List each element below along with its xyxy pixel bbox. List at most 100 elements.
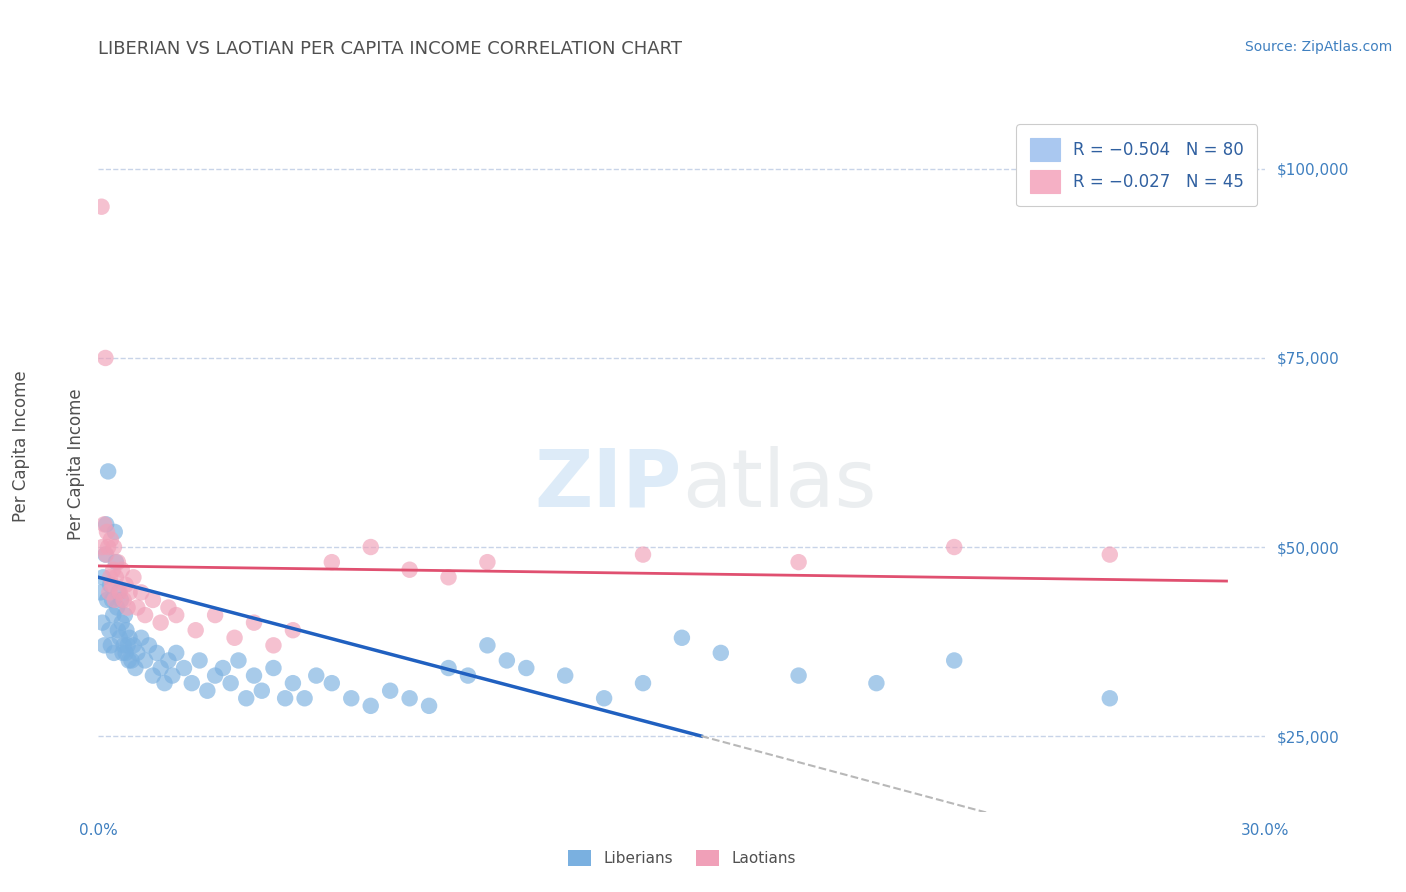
Point xyxy=(418,698,440,713)
Point xyxy=(188,653,211,667)
Point xyxy=(787,668,810,682)
Point xyxy=(398,691,420,706)
Point xyxy=(195,683,218,698)
Point xyxy=(157,600,180,615)
Point xyxy=(107,555,129,569)
Point xyxy=(165,608,187,623)
Point xyxy=(103,563,125,577)
Point xyxy=(1098,548,1121,562)
Point xyxy=(111,646,134,660)
Point xyxy=(103,646,125,660)
Point xyxy=(91,615,114,630)
Point xyxy=(104,570,127,584)
Point xyxy=(235,691,257,706)
Point xyxy=(110,593,132,607)
Point xyxy=(104,593,127,607)
Point xyxy=(262,661,284,675)
Point xyxy=(117,600,139,615)
Point xyxy=(101,593,124,607)
Point xyxy=(90,200,112,214)
Point xyxy=(96,517,118,532)
Point xyxy=(321,555,343,569)
Point xyxy=(96,593,118,607)
Point xyxy=(710,646,733,660)
Point xyxy=(281,624,304,638)
Point xyxy=(281,676,304,690)
Point xyxy=(184,624,207,638)
Point xyxy=(114,608,136,623)
Point xyxy=(477,555,499,569)
Point xyxy=(134,653,156,667)
Point xyxy=(104,555,127,569)
Text: Per Capita Income: Per Capita Income xyxy=(13,370,30,522)
Point xyxy=(243,668,266,682)
Point xyxy=(250,683,273,698)
Point xyxy=(104,524,127,539)
Point xyxy=(671,631,693,645)
Point xyxy=(157,653,180,667)
Y-axis label: Per Capita Income: Per Capita Income xyxy=(66,388,84,540)
Text: atlas: atlas xyxy=(682,446,876,524)
Point xyxy=(228,653,250,667)
Point xyxy=(108,631,131,645)
Point xyxy=(943,653,966,667)
Point xyxy=(105,600,128,615)
Point xyxy=(98,585,121,599)
Point xyxy=(97,540,120,554)
Point xyxy=(107,624,129,638)
Point xyxy=(305,668,328,682)
Point xyxy=(93,517,115,532)
Point xyxy=(114,646,136,660)
Point xyxy=(91,540,114,554)
Point xyxy=(153,676,176,690)
Point xyxy=(107,585,129,599)
Point xyxy=(142,668,165,682)
Point xyxy=(204,668,226,682)
Point xyxy=(321,676,343,690)
Point xyxy=(127,600,149,615)
Point xyxy=(274,691,297,706)
Point xyxy=(94,351,117,365)
Point xyxy=(943,540,966,554)
Point xyxy=(100,533,122,547)
Point xyxy=(360,698,382,713)
Point xyxy=(96,548,118,562)
Point xyxy=(180,676,202,690)
Point xyxy=(243,615,266,630)
Point xyxy=(94,548,117,562)
Point xyxy=(631,676,654,690)
Point xyxy=(98,624,121,638)
Point xyxy=(173,661,195,675)
Legend: Liberians, Laotians: Liberians, Laotians xyxy=(561,842,803,873)
Point xyxy=(97,464,120,478)
Point xyxy=(149,661,172,675)
Point xyxy=(103,540,125,554)
Point xyxy=(149,615,172,630)
Point xyxy=(631,548,654,562)
Point xyxy=(96,524,118,539)
Point xyxy=(204,608,226,623)
Point xyxy=(142,593,165,607)
Point xyxy=(165,646,187,660)
Point xyxy=(114,578,136,592)
Point xyxy=(115,624,138,638)
Point xyxy=(98,570,121,584)
Point xyxy=(118,585,141,599)
Point xyxy=(101,578,124,592)
Point xyxy=(219,676,242,690)
Point xyxy=(212,661,235,675)
Text: LIBERIAN VS LAOTIAN PER CAPITA INCOME CORRELATION CHART: LIBERIAN VS LAOTIAN PER CAPITA INCOME CO… xyxy=(98,40,682,58)
Point xyxy=(112,593,135,607)
Point xyxy=(138,638,160,652)
Point xyxy=(224,631,246,645)
Point xyxy=(398,563,420,577)
Point xyxy=(437,661,460,675)
Point xyxy=(112,638,135,652)
Point xyxy=(98,578,121,592)
Point xyxy=(457,668,479,682)
Point xyxy=(111,615,134,630)
Point xyxy=(122,638,145,652)
Point xyxy=(127,646,149,660)
Point xyxy=(93,638,115,652)
Point xyxy=(118,653,141,667)
